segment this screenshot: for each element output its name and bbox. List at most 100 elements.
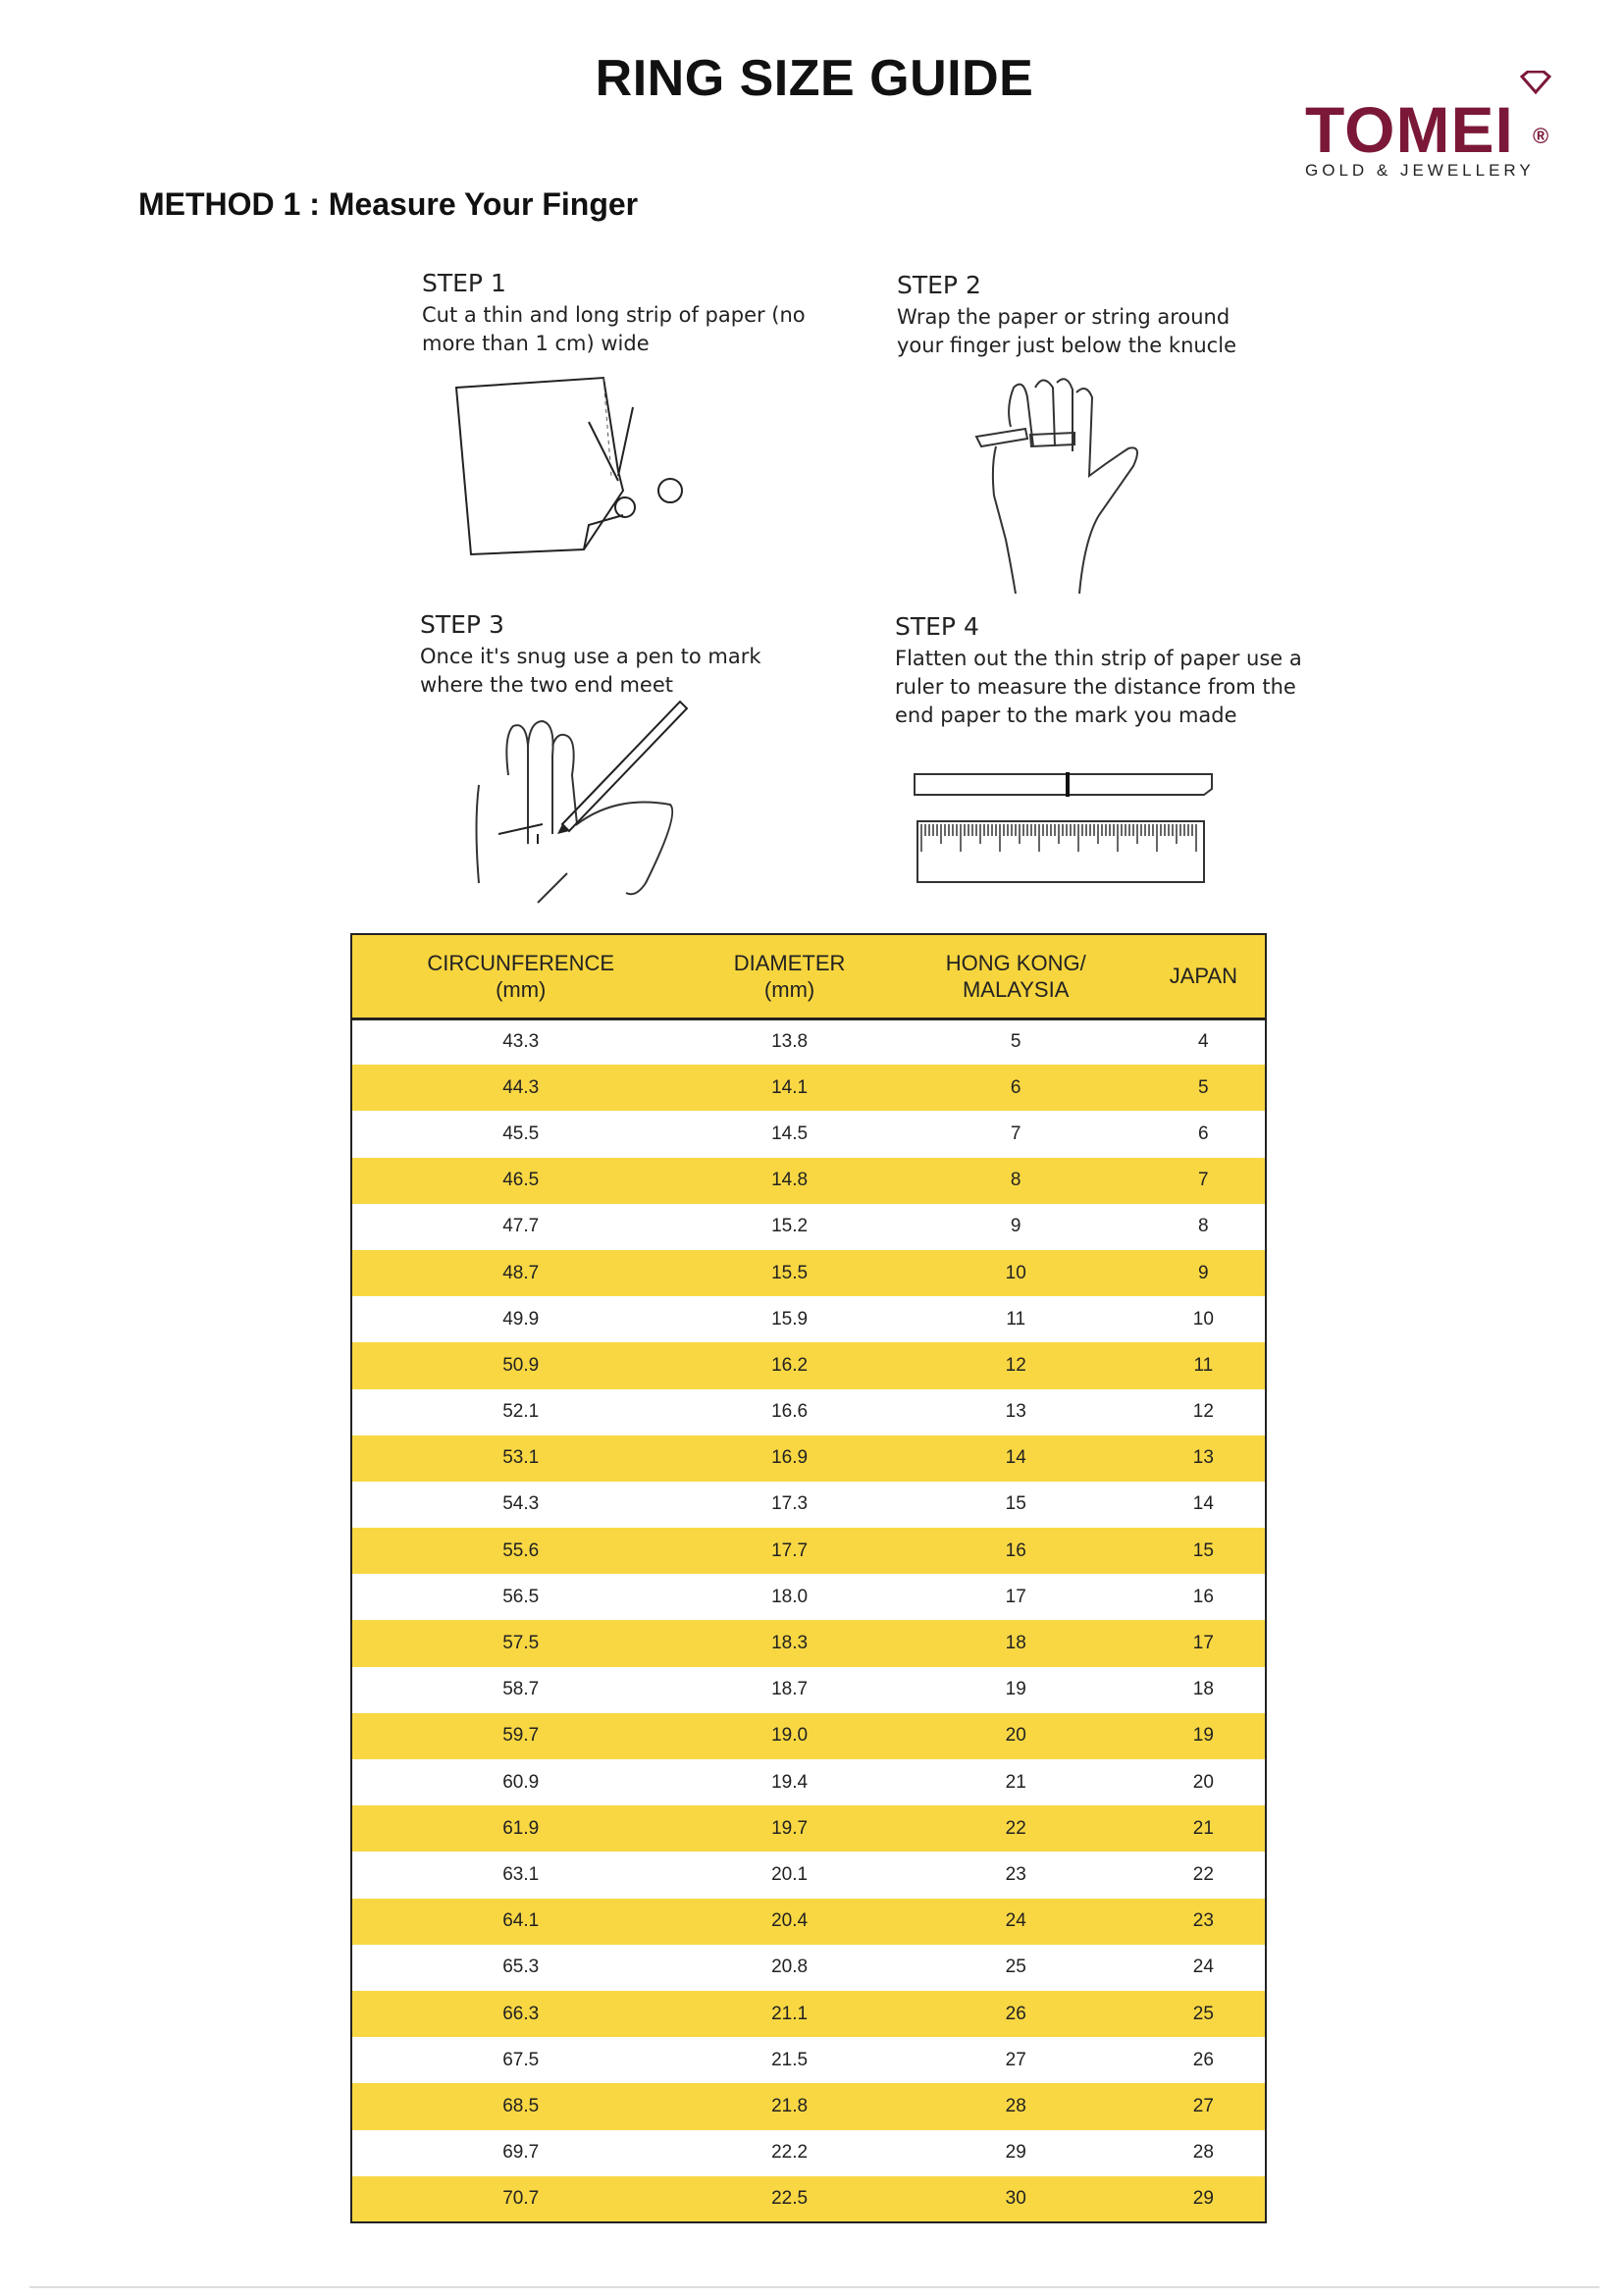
column-header: CIRCUNFERENCE (mm) [351,934,690,1020]
table-cell: 66.3 [351,1990,690,2038]
table-row: 54.3 17.3 15 14 [351,1482,1266,1528]
table-cell: 65.3 [502,1957,540,1978]
registered-mark: ® [1533,124,1549,148]
ring-size-table: CIRCUNFERENCE (mm) DIAMETER (mm) HONG KONG/M… [350,933,1267,2223]
header-line: HONG KONG/ [945,950,1086,975]
table-cell: 19.4 [771,1771,809,1793]
table-cell: 45.5 [502,1122,540,1144]
table-cell: 20 [889,1712,1142,1759]
table-cell: 28 [889,2083,1142,2130]
header-line: MALAYSIA [962,976,1070,1002]
table-cell: 24 [889,1898,1142,1945]
table-cell: 61.9 [351,1805,690,1852]
header-line: DIAMETER [733,950,846,975]
table-cell: 55.6 [351,1528,690,1575]
header-line: CIRCUNFERENCE [427,950,615,975]
table-cell: 8 [889,1157,1142,1204]
table-cell: 17 [1005,1586,1026,1607]
table-cell: 50.9 [351,1342,690,1389]
logo-tagline: GOLD & JEWELLERY [1305,161,1535,180]
table-row: 60.9 19.4 21 20 [351,1759,1266,1805]
table-cell: 18.0 [771,1586,809,1607]
table-row: 66.3 21.1 26 25 [351,1990,1266,2038]
table-cell: 23 [1005,1863,1026,1885]
table-cell: 24 [1192,1957,1214,1978]
paper-scissors-illustration [454,376,683,556]
table-cell: 49.9 [502,1308,540,1330]
table-cell: 26 [889,1990,1142,2038]
table-cell: 28 [1192,2142,1214,2164]
table-cell: 68.5 [351,2083,690,2130]
table-cell: 29 [1005,2142,1026,2164]
table-cell: 10 [889,1249,1142,1297]
table-cell: 27 [1141,2083,1266,2130]
table-cell: 11 [1141,1342,1266,1389]
table-cell: 7 [1010,1122,1021,1144]
table-cell: 69.7 [502,2142,540,2164]
diamond-icon [1519,71,1552,95]
table-cell: 21.1 [689,1990,890,2038]
column-header: JAPAN [1141,934,1266,1020]
table-cell: 14.5 [771,1122,809,1144]
table-cell: 13 [1141,1435,1266,1482]
ruler-illustration [914,772,1213,883]
table-cell: 4 [1198,1031,1209,1053]
table-cell: 15.9 [771,1308,809,1330]
table-cell: 12 [889,1342,1142,1389]
table-cell: 18.3 [689,1620,890,1667]
table-cell: 67.5 [502,2049,540,2070]
header-line: (mm) [763,976,815,1002]
table-row: 53.1 16.9 14 13 [351,1435,1266,1482]
table-cell: 18 [889,1620,1142,1667]
table-cell: 19.0 [689,1712,890,1759]
table-cell: 16 [889,1528,1142,1575]
table-cell: 59.7 [351,1712,690,1759]
step-2: STEP 2 Wrap the paper or string around y… [897,271,1250,360]
step-heading: STEP 3 [420,610,504,639]
table-cell: 13 [1005,1401,1026,1423]
table-row: 52.1 16.6 13 12 [351,1389,1266,1435]
table-row: 57.5 18.3 18 17 [351,1620,1266,1667]
table-cell: 15 [1141,1528,1266,1575]
table-cell: 21.8 [689,2083,890,2130]
step-text: Wrap the paper or string around your fin… [897,305,1236,357]
table-row: 68.5 21.8 28 27 [351,2083,1266,2130]
table-row: 46.5 14.8 8 7 [351,1157,1266,1204]
table-cell: 15 [1005,1493,1026,1515]
table-cell: 10 [1192,1308,1214,1330]
logo-brand: TOMEI [1305,93,1514,166]
table-row: 69.7 22.2 29 28 [351,2130,1266,2176]
table-cell: 20 [1192,1771,1214,1793]
table-cell: 20.4 [689,1898,890,1945]
table-cell: 14.1 [689,1065,890,1112]
table-row: 65.3 20.8 25 24 [351,1945,1266,1991]
table-cell: 20.8 [771,1957,809,1978]
table-cell: 22.2 [771,2142,809,2164]
table-cell: 23 [1141,1898,1266,1945]
table-cell: 63.1 [502,1863,540,1885]
table-row: 70.7 22.5 30 29 [351,2175,1266,2222]
table-row: 44.3 14.1 6 5 [351,1065,1266,1112]
table-cell: 60.9 [502,1771,540,1793]
table-cell: 6 [1198,1122,1209,1144]
table-cell: 11 [1006,1308,1026,1330]
table-cell: 21 [1141,1805,1266,1852]
table-cell: 5 [1141,1065,1266,1112]
table-cell: 8 [1198,1216,1209,1237]
table-row: 64.1 20.4 24 23 [351,1898,1266,1945]
table-cell: 16.9 [689,1435,890,1482]
table-cell: 14.8 [689,1157,890,1204]
step-heading: STEP 1 [422,269,506,297]
table-cell: 21.5 [771,2049,809,2070]
table-cell: 64.1 [351,1898,690,1945]
table-cell: 22 [889,1805,1142,1852]
table-row: 50.9 16.2 12 11 [351,1342,1266,1389]
table-cell: 17 [1141,1620,1266,1667]
step-heading: STEP 2 [897,271,981,299]
table-cell: 18 [1192,1679,1214,1700]
table-cell: 26 [1192,2049,1214,2070]
table-cell: 13.8 [771,1031,809,1053]
table-cell: 19.7 [689,1805,890,1852]
table-cell: 43.3 [502,1031,540,1053]
step-4: STEP 4 Flatten out the thin strip of pap… [895,612,1327,730]
